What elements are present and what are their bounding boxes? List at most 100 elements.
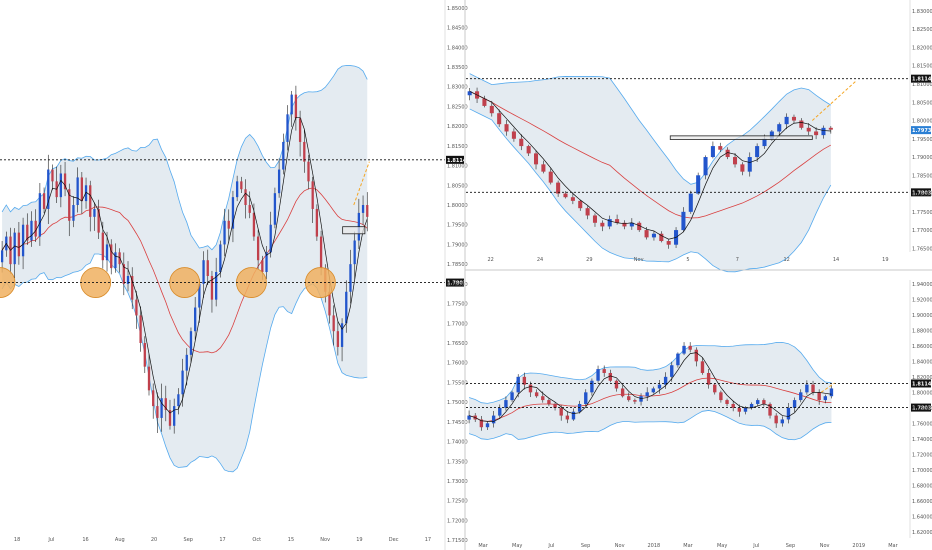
candle-body xyxy=(294,94,298,119)
candle-body xyxy=(615,219,620,223)
y-tick-label: 1.82500 xyxy=(447,104,468,110)
y-tick-label: 1.79500 xyxy=(447,223,468,229)
x-tick-label: May xyxy=(512,543,522,549)
top-right-chart-panel[interactable]: 1.81146 1.78033 1.79737 1.83000 1.82500 1.820… xyxy=(466,0,932,273)
candle-body xyxy=(485,423,490,428)
candle-body xyxy=(332,315,335,332)
candle-body xyxy=(114,252,117,269)
y-tick-label: 1.90000 xyxy=(912,313,932,319)
x-tick-label: 20 xyxy=(151,537,157,543)
candle-body xyxy=(110,244,113,269)
candle-body xyxy=(143,343,146,367)
candle-body xyxy=(718,146,723,150)
x-tick-label: 7 xyxy=(736,257,739,263)
y-tick-label: 1.68000 xyxy=(912,483,932,489)
candle-body xyxy=(657,384,662,389)
candle-body xyxy=(792,400,797,408)
y-tick-label: 1.81000 xyxy=(447,164,468,170)
candle-body xyxy=(740,164,745,172)
level-label-tag xyxy=(446,155,464,164)
candle-body xyxy=(706,372,711,385)
candle-body xyxy=(345,291,348,324)
candle-body xyxy=(823,396,827,401)
y-tick-label: 1.74000 xyxy=(447,440,468,446)
candle-body xyxy=(51,169,54,182)
candle-body xyxy=(756,400,760,404)
candle-body xyxy=(829,388,834,397)
candle-body xyxy=(749,403,754,408)
y-tick-label: 1.81500 xyxy=(447,144,468,150)
candle-body xyxy=(68,189,71,221)
x-tick-label: 12 xyxy=(783,257,789,263)
candle-body xyxy=(47,169,50,209)
y-tick-label: 1.86000 xyxy=(912,344,932,350)
bollinger-upper-line xyxy=(468,341,832,404)
candle-body xyxy=(189,331,193,355)
candle-body xyxy=(681,211,686,231)
candle-body xyxy=(353,240,356,265)
candle-body xyxy=(732,157,738,165)
candle-body xyxy=(553,403,557,408)
x-tick-label: Sep xyxy=(786,543,795,549)
candle-body xyxy=(645,392,649,397)
bottom-right-chart-panel[interactable]: 1.81146 1.78033 1.94000 1.92000 1.90000 1.880… xyxy=(466,280,932,549)
x-tick-label: 2018 xyxy=(647,543,660,549)
candle-body xyxy=(160,398,163,418)
candle-body xyxy=(491,415,496,424)
candle-body xyxy=(516,376,520,393)
candle-body xyxy=(164,398,167,411)
candle-body xyxy=(152,390,155,407)
y-tick-label: 1.88000 xyxy=(912,328,932,334)
candle-body xyxy=(592,215,598,223)
candle-body xyxy=(608,372,613,381)
y-tick-label: 1.77500 xyxy=(912,210,932,216)
candle-body xyxy=(168,410,172,426)
candle-body xyxy=(578,200,583,209)
candle-body xyxy=(265,252,268,273)
moving-average-black-line xyxy=(1,116,368,414)
candle-body xyxy=(563,193,568,198)
y-tick-label: 1.72500 xyxy=(447,499,468,505)
candle-body xyxy=(231,197,235,229)
x-tick-label: Jul xyxy=(752,543,759,549)
candle-body xyxy=(828,127,833,130)
candle-body xyxy=(181,370,184,395)
x-tick-label: 14 xyxy=(833,257,839,263)
candle-body xyxy=(811,384,815,393)
candle-body xyxy=(694,349,699,362)
y-tick-label: 1.80000 xyxy=(447,203,468,209)
candle-body xyxy=(743,407,748,412)
y-tick-label: 1.72000 xyxy=(912,452,932,458)
candle-body xyxy=(747,157,752,172)
candle-body xyxy=(17,232,21,257)
candle-body xyxy=(286,114,289,142)
candle-body xyxy=(219,244,222,273)
candle-body xyxy=(467,91,472,96)
left-chart-panel[interactable]: 1.81146 1.78033 1.85000 1.84500 1.84000 1.835… xyxy=(0,0,470,550)
x-tick-label: 19 xyxy=(882,257,888,263)
candle-body xyxy=(639,396,643,402)
candle-body xyxy=(633,400,637,402)
candle-body xyxy=(210,275,214,300)
candle-body xyxy=(774,415,778,424)
candle-body xyxy=(522,376,527,385)
candle-body xyxy=(122,264,125,284)
candle-body xyxy=(644,230,649,238)
candle-body xyxy=(627,396,631,401)
bollinger-lower-line xyxy=(468,410,832,441)
candle-body xyxy=(26,224,29,241)
y-tick-label: 1.77500 xyxy=(447,302,468,308)
y-tick-label: 1.85000 xyxy=(447,6,468,12)
consolidation-box xyxy=(669,135,813,140)
y-tick-label: 1.75000 xyxy=(447,400,468,406)
level-label: 1.78033 xyxy=(912,406,932,412)
candle-body xyxy=(731,403,735,408)
candle-body xyxy=(290,94,293,115)
candle-body xyxy=(101,232,104,261)
candle-body xyxy=(349,264,352,292)
candle-body xyxy=(556,182,561,194)
y-tick-label: 1.80000 xyxy=(912,390,932,396)
candle-body xyxy=(256,236,260,261)
candle-body xyxy=(303,141,306,162)
